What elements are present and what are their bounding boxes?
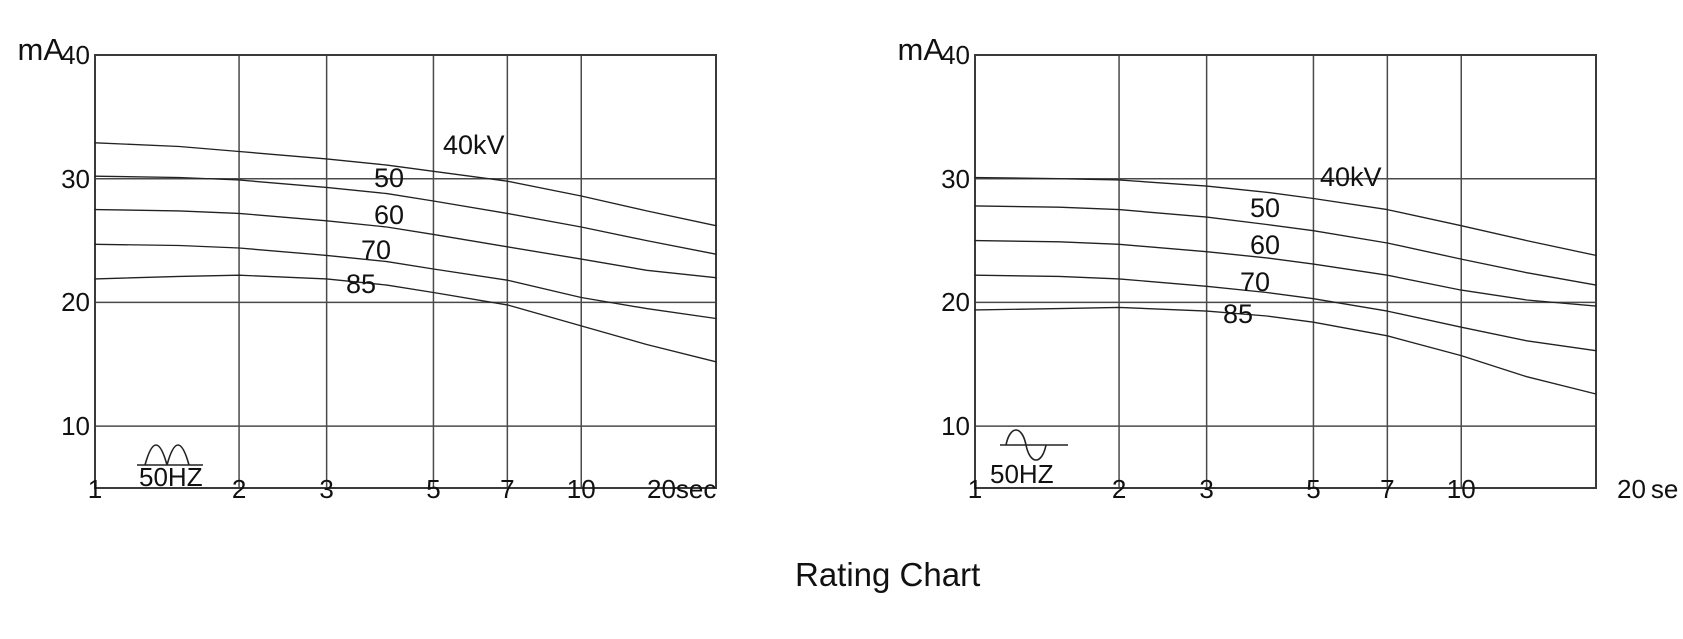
curve-40kV xyxy=(974,176,1597,257)
curve-50kV xyxy=(974,205,1597,286)
frequency-label: 50HZ xyxy=(139,462,203,492)
series-label-50kV: 50 xyxy=(1250,193,1281,223)
curve-60kV xyxy=(94,208,717,279)
series-label-50kV: 50 xyxy=(374,163,405,193)
x-axis-unit-label: se xyxy=(1650,474,1679,504)
x-tick-label: 10 xyxy=(1446,474,1476,504)
plot-border xyxy=(94,54,717,489)
curve-85kV xyxy=(94,274,717,363)
x-tick-label: 7 xyxy=(1380,474,1395,504)
y-tick-label: 10 xyxy=(941,411,970,442)
sine-wave-icon xyxy=(998,425,1070,470)
y-axis-unit-label: mA xyxy=(897,32,945,67)
curve-50kV xyxy=(94,175,717,255)
x-tick-label: 5 xyxy=(426,474,441,504)
y-tick-label: 30 xyxy=(61,163,90,194)
y-tick-label: 20 xyxy=(61,287,90,318)
y-tick-label: 20 xyxy=(941,287,970,318)
x-tick-label: 2 xyxy=(1111,474,1127,504)
frequency-label: 50HZ xyxy=(990,459,1054,489)
curve-70kV xyxy=(94,243,717,320)
figure-caption: Rating Chart xyxy=(795,556,981,593)
plot-area xyxy=(974,54,1597,489)
y-axis-unit-label: mA xyxy=(17,32,65,67)
x-tick-label: 20sec xyxy=(647,474,716,504)
x-tick-label: 3 xyxy=(319,474,334,504)
x-tick-label: 7 xyxy=(500,474,515,504)
x-tick-label: 10 xyxy=(566,474,596,504)
x-tick-label: 20 xyxy=(647,474,676,504)
y-tick-label: 40 xyxy=(61,40,90,70)
x-tick-label: 20 se xyxy=(1617,474,1678,504)
rating-chart-left: mA 50HZ 40 30 20 10 1 2 3 5 7 10 20sec 40kV 50 60 70 85 xyxy=(2,0,812,540)
x-tick-label: 1 xyxy=(967,474,983,504)
x-axis-unit-label: sec xyxy=(675,474,717,504)
series-label-85kV: 85 xyxy=(346,269,377,299)
y-tick-label: 30 xyxy=(941,163,970,194)
x-tick-label: 1 xyxy=(87,474,103,504)
series-label-60kV: 60 xyxy=(374,200,405,230)
y-tick-label: 40 xyxy=(941,40,970,70)
y-tick-label: 10 xyxy=(61,411,90,442)
series-label-85kV: 85 xyxy=(1223,299,1254,329)
series-label-70kV: 70 xyxy=(1240,267,1271,297)
x-tick-label: 5 xyxy=(1306,474,1321,504)
plot-border xyxy=(974,54,1597,489)
curve-85kV xyxy=(974,306,1597,395)
curve-40kV xyxy=(94,142,717,227)
series-label-70kV: 70 xyxy=(361,235,392,265)
full-wave-rectified-icon xyxy=(135,438,205,473)
series-label-40kV: 40kV xyxy=(1320,162,1382,192)
x-tick-label: 20 xyxy=(1617,474,1646,504)
curve-60kV xyxy=(974,239,1597,307)
curve-70kV xyxy=(974,274,1597,352)
rating-chart-right: mA 50HZ 40 30 20 10 1 2 3 5 7 10 20 se 40kV 50 60 70 85 xyxy=(882,0,1683,540)
x-tick-label: 3 xyxy=(1199,474,1214,504)
series-label-60kV: 60 xyxy=(1250,230,1281,260)
series-label-40kV: 40kV xyxy=(443,130,505,160)
plot-area xyxy=(94,54,717,489)
x-tick-label: 2 xyxy=(231,474,247,504)
